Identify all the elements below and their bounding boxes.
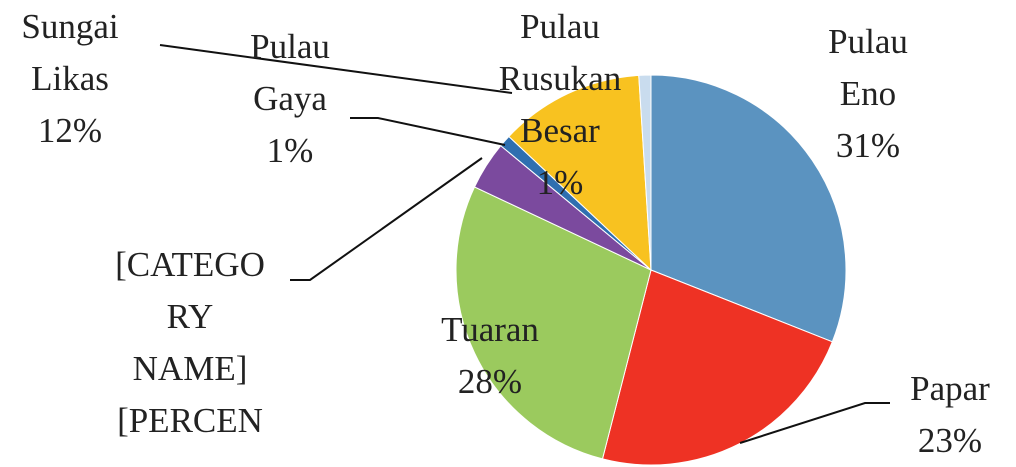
slice-label: Papar 23% xyxy=(910,369,990,460)
category-label: Pulau Gaya xyxy=(250,27,330,118)
slice-label: Pulau Gaya 1% xyxy=(250,27,330,170)
pie-slice xyxy=(508,74,652,272)
leader-lines xyxy=(159,44,890,444)
category-label: [CATEGO RY NAME] xyxy=(115,245,265,388)
labels: Pulau Eno 31% Papar 23% Tuaran 28% [CATEGO RY NAM… xyxy=(21,7,990,460)
category-label: Tuaran xyxy=(441,310,539,349)
category-label: Pulau Rusukan Besar xyxy=(499,7,622,150)
slices xyxy=(455,74,847,466)
leader-line xyxy=(159,44,513,94)
leader-line xyxy=(739,402,890,444)
leader-line xyxy=(290,157,483,281)
value-label: 1% xyxy=(537,163,584,202)
pie-slice xyxy=(455,186,652,460)
slice-label: Pulau Rusukan Besar 1% xyxy=(499,7,622,202)
value-label: 28% xyxy=(458,362,522,401)
pie-slice xyxy=(650,74,847,343)
category-label: Pulau Eno xyxy=(828,22,908,113)
value-label: 23% xyxy=(918,421,982,460)
value-label: 12% xyxy=(38,111,102,150)
leader-line xyxy=(350,117,506,146)
value-label: [PERCEN xyxy=(117,401,263,440)
slice-label: Tuaran 28% xyxy=(441,310,539,401)
value-label: 1% xyxy=(267,131,314,170)
slice-label: Sungai Likas 12% xyxy=(21,7,119,150)
category-label: Sungai Likas xyxy=(21,7,119,98)
slice-label: Pulau Eno 31% xyxy=(828,22,908,165)
category-label: Papar xyxy=(910,369,990,408)
pie-slice xyxy=(638,74,652,271)
pie-slice xyxy=(601,269,833,466)
value-label: 31% xyxy=(836,126,900,165)
slice-label: [CATEGO RY NAME] [PERCEN xyxy=(115,245,265,440)
